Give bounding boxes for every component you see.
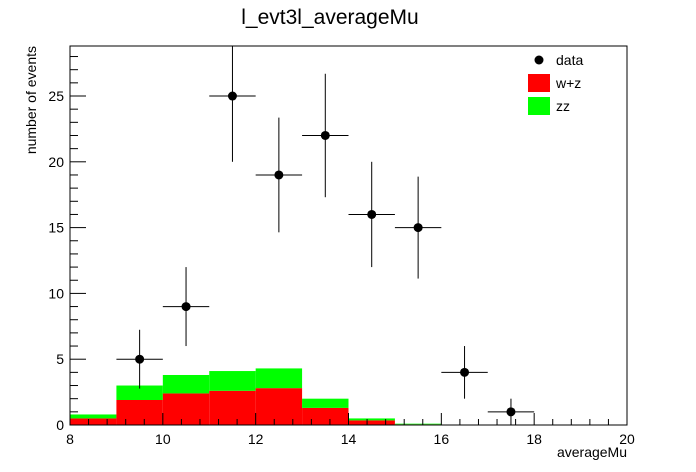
legend: data w+z zz — [528, 52, 583, 115]
y-tick-label: 20 — [48, 154, 64, 170]
bar-wz-bin-6 — [348, 420, 395, 425]
bar-zz-bin-6 — [348, 418, 395, 421]
x-tick-label: 12 — [248, 431, 264, 447]
data-marker — [367, 209, 377, 219]
data-point-8 — [487, 398, 535, 425]
data-point-0 — [116, 329, 163, 389]
bar-zz-bin-4 — [255, 368, 303, 389]
data-point-3 — [255, 117, 303, 233]
stacked-histogram — [70, 368, 442, 425]
x-tick-label: 8 — [66, 431, 74, 447]
bar-zz-bin-0 — [70, 414, 117, 419]
data-marker — [227, 91, 237, 101]
bar-wz-bin-3 — [209, 390, 256, 425]
bar-zz-bin-5 — [302, 398, 349, 408]
data-point-2 — [209, 46, 256, 162]
x-tick-label: 20 — [619, 431, 635, 447]
x-tick-label: 16 — [434, 431, 450, 447]
data-point-7 — [441, 346, 488, 399]
bar-zz-bin-2 — [162, 374, 210, 394]
x-tick-label: 10 — [155, 431, 171, 447]
x-tick-label: 18 — [526, 431, 542, 447]
data-marker — [320, 130, 330, 140]
data-point-1 — [162, 267, 210, 347]
legend-entry-2: zz — [528, 97, 570, 115]
bar-zz-bin-1 — [116, 385, 163, 400]
legend-label: data — [556, 52, 583, 68]
legend-marker — [534, 55, 544, 65]
y-tick-label: 15 — [48, 220, 64, 236]
legend-entry-1: w+z — [528, 74, 581, 92]
data-marker — [274, 170, 284, 180]
legend-label: zz — [556, 98, 570, 114]
bar-wz-bin-2 — [162, 393, 210, 425]
y-tick-label: 10 — [48, 285, 64, 301]
bar-zz-bin-3 — [209, 371, 256, 391]
data-marker — [506, 407, 516, 417]
y-axis-label: number of events — [23, 46, 39, 154]
y-axis: 0 5 10 15 20 25 — [48, 56, 86, 433]
y-tick-label: 0 — [56, 417, 64, 433]
data-marker — [135, 354, 145, 364]
data-points — [116, 46, 535, 425]
bar-wz-bin-5 — [302, 407, 349, 425]
x-axis-label: averageMu — [557, 444, 627, 460]
y-tick-label: 5 — [56, 351, 64, 367]
legend-entry-0: data — [534, 52, 583, 68]
bar-wz-bin-0 — [70, 418, 117, 425]
data-marker — [181, 302, 191, 312]
bar-zz-bin-7 — [394, 423, 442, 425]
x-axis: 8 10 12 14 16 18 20 — [66, 413, 635, 447]
data-point-5 — [348, 161, 395, 268]
legend-swatch — [528, 97, 550, 115]
data-marker — [460, 367, 470, 377]
bar-wz-bin-1 — [116, 399, 163, 425]
legend-label: w+z — [555, 75, 581, 91]
bar-wz-bin-4 — [255, 388, 303, 425]
data-point-6 — [394, 176, 442, 279]
data-marker — [413, 223, 423, 233]
legend-swatch — [528, 74, 550, 92]
y-tick-label: 25 — [48, 88, 64, 104]
data-point-4 — [302, 73, 349, 198]
chart-title: l_evt3l_averageMu — [241, 6, 418, 29]
x-tick-label: 14 — [341, 431, 357, 447]
